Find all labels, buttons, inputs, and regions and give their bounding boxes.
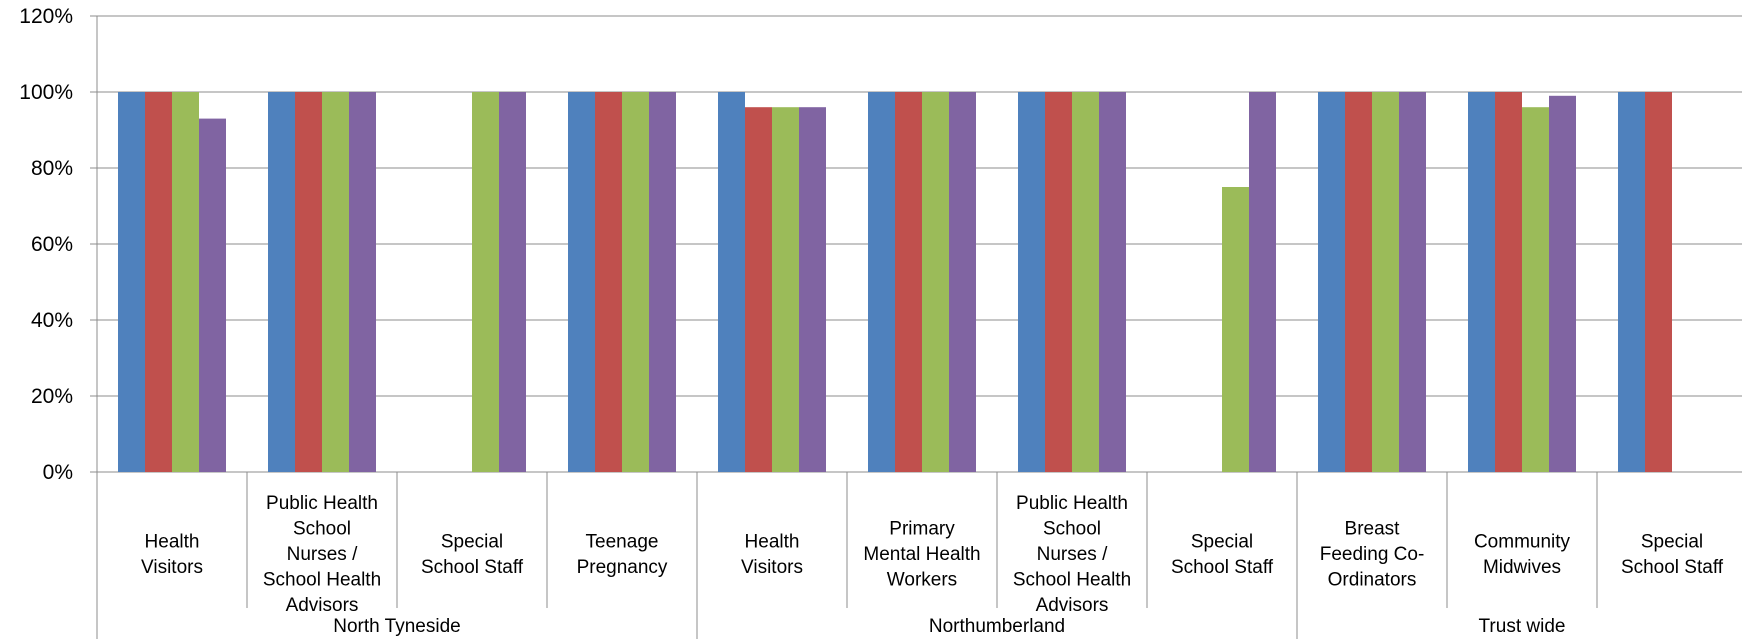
bar [1495, 92, 1522, 472]
category-label: Special School Staff [1171, 531, 1274, 578]
category-label-line: School [293, 519, 351, 540]
bar [1222, 187, 1249, 472]
category-label-line: Workers [887, 570, 957, 591]
category-label: Special School Staff [1621, 531, 1724, 578]
category-label-line: Advisors [286, 595, 359, 616]
y-tick-label: 120% [19, 5, 73, 28]
category-label: Health Visitors [141, 531, 203, 578]
category-label-line: School Health [1013, 570, 1131, 591]
category-label: Public Health School Nurses / School Health… [263, 493, 381, 616]
bar [1468, 92, 1495, 472]
bar [868, 92, 895, 472]
bars [118, 92, 1672, 473]
category-label: Teenage Pregnancy [577, 531, 668, 578]
category-label-line: School Staff [421, 557, 524, 578]
bar [1018, 92, 1045, 472]
category-label-line: Health [145, 531, 200, 552]
category-label-line: Breast [1345, 519, 1401, 540]
bar [1045, 92, 1072, 472]
category-label: Community Midwives [1474, 531, 1571, 578]
group-label: Northumberland [929, 616, 1065, 637]
category-label-line: School Staff [1621, 557, 1724, 578]
bar [1099, 92, 1126, 472]
bar [145, 92, 172, 472]
bar [499, 92, 526, 472]
bar [199, 118, 226, 472]
bar [772, 107, 799, 472]
bar [649, 92, 676, 472]
category-label-line: Public Health [1016, 493, 1128, 514]
y-tick-label: 40% [31, 309, 73, 332]
category-label: Breast Feeding Co- Ordinators [1320, 519, 1425, 591]
category-label-line: Nurses / [1037, 544, 1108, 565]
category-label-line: Feeding Co- [1320, 544, 1425, 565]
bar [745, 107, 772, 472]
bar [1549, 95, 1576, 473]
bar [295, 92, 322, 472]
bar [472, 92, 499, 472]
bar [1249, 92, 1276, 472]
bar [568, 92, 595, 472]
bar [268, 92, 295, 472]
bar [1318, 92, 1345, 472]
y-tick-label: 0% [43, 461, 73, 484]
category-label-line: Community [1474, 531, 1571, 552]
bar [1399, 92, 1426, 472]
category-label-line: School Health [263, 570, 381, 591]
category-label-line: Visitors [741, 557, 803, 578]
y-tick-label: 100% [19, 81, 73, 104]
bar [322, 92, 349, 472]
bar [595, 92, 622, 472]
category-label: Special School Staff [421, 531, 524, 578]
category-label-line: Nurses / [287, 544, 358, 565]
bar [1618, 92, 1645, 472]
category-label: Public Health School Nurses / School Health… [1013, 493, 1131, 616]
y-tick-label: 60% [31, 233, 73, 256]
bar [1345, 92, 1372, 472]
bar [1522, 107, 1549, 472]
category-label-line: Teenage [586, 531, 659, 552]
bar [622, 92, 649, 472]
category-label-line: School [1043, 519, 1101, 540]
category-label-line: Visitors [141, 557, 203, 578]
bar [1372, 92, 1399, 472]
x-axis: Health Visitors Public Health School Nurses … [141, 472, 1724, 639]
category-label-line: Special [1641, 531, 1703, 552]
bar [895, 92, 922, 472]
category-label-line: Midwives [1483, 557, 1561, 578]
category-label-line: School Staff [1171, 557, 1274, 578]
bar [718, 92, 745, 472]
bar [118, 92, 145, 472]
bar [1645, 92, 1672, 472]
category-label-line: Ordinators [1328, 570, 1417, 591]
bar [349, 92, 376, 472]
bar [922, 92, 949, 472]
category-label-line: Pregnancy [577, 557, 668, 578]
bar [949, 92, 976, 472]
y-tick-label: 80% [31, 157, 73, 180]
category-label-line: Special [1191, 531, 1253, 552]
bar [1072, 92, 1099, 472]
group-label: North Tyneside [333, 616, 460, 637]
bar [799, 107, 826, 472]
category-label: Health Visitors [741, 531, 803, 578]
group-label: Trust wide [1479, 616, 1566, 637]
category-label-line: Primary [889, 519, 955, 540]
category-label-line: Advisors [1036, 595, 1109, 616]
category-label-line: Health [745, 531, 800, 552]
y-tick-label: 20% [31, 385, 73, 408]
category-label-line: Mental Health [863, 544, 980, 565]
category-label: Primary Mental Health Workers [863, 519, 980, 591]
y-axis: 0% 20% 40% 60% 80% 100% 120% [19, 5, 98, 639]
category-label-line: Public Health [266, 493, 378, 514]
bar [172, 92, 199, 472]
category-label-line: Special [441, 531, 503, 552]
